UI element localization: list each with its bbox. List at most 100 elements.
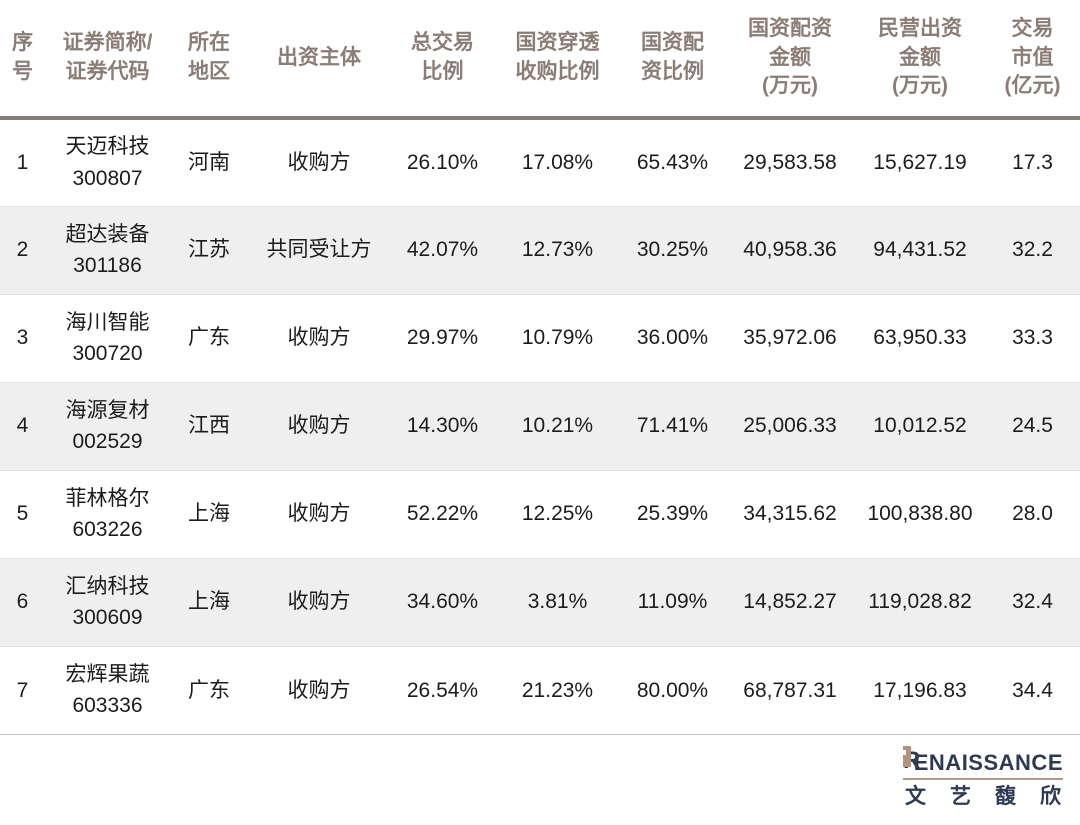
table-row: 6 汇纳科技 300609 上海 收购方 34.60% 3.81% 11.09% 14,852… xyxy=(0,557,1080,646)
cell-allocation-amount: 40,958.36 xyxy=(725,205,855,294)
cell-no: 5 xyxy=(0,469,45,558)
cell-allocation-ratio: 25.39% xyxy=(620,469,725,558)
cell-no: 6 xyxy=(0,557,45,646)
column-header-penetration-ratio: 国资穿透 收购比例 xyxy=(495,0,620,120)
column-header-name-code: 证券简称/ 证券代码 xyxy=(45,0,170,120)
cell-private-amount: 94,431.52 xyxy=(855,205,985,294)
column-header-total-ratio: 总交易 比例 xyxy=(390,0,495,120)
renaissance-r-icon: R xyxy=(903,746,920,773)
cell-private-amount: 15,627.19 xyxy=(873,151,967,174)
cell-no: 7 xyxy=(0,645,45,734)
cell-name-code: 海源复材 002529 xyxy=(45,381,170,470)
cell-allocation-ratio: 30.25% xyxy=(620,205,725,294)
cell-entity: 收购方 xyxy=(248,469,390,558)
cell-market-cap: 32.4 xyxy=(985,557,1080,646)
cell-region: 江苏 xyxy=(170,205,248,294)
cell-entity: 收购方 xyxy=(248,293,390,382)
cell-allocation-amount: 35,972.06 xyxy=(725,293,855,382)
logo-wordmark-text: ENAISSANCE xyxy=(913,750,1063,775)
column-header-allocation-amount: 国资配资 金额 (万元) xyxy=(725,0,855,120)
cell-region: 上海 xyxy=(170,469,248,558)
cell-total-ratio: 14.30% xyxy=(390,381,495,470)
cell-no: 2 xyxy=(0,205,45,294)
cell-no: 1 xyxy=(16,151,29,174)
logo-cn-char: 艺 xyxy=(950,785,971,808)
cell-private-amount: 100,838.80 xyxy=(855,469,985,558)
logo-cn-char: 文 xyxy=(905,785,926,808)
column-header-no: 序 号 xyxy=(0,0,45,120)
cell-allocation-amount: 34,315.62 xyxy=(725,469,855,558)
cell-penetration-ratio: 10.21% xyxy=(495,381,620,470)
cell-penetration-ratio: 17.08% xyxy=(521,151,594,174)
cell-total-ratio: 42.07% xyxy=(390,205,495,294)
table-row: 4 海源复材 002529 江西 收购方 14.30% 10.21% 71.41% 25,00… xyxy=(0,381,1080,470)
cell-region: 广东 xyxy=(170,293,248,382)
cell-entity: 收购方 xyxy=(248,557,390,646)
cell-market-cap: 28.0 xyxy=(985,469,1080,558)
column-header-private-amount: 民营出资 金额 (万元) xyxy=(855,0,985,120)
cell-name-code: 宏辉果蔬 603336 xyxy=(45,645,170,734)
cell-allocation-amount: 25,006.33 xyxy=(725,381,855,470)
footer: R ENAISSANCE 文 艺 馥 欣 xyxy=(0,734,1080,825)
cell-allocation-ratio: 80.00% xyxy=(620,645,725,734)
logo-divider-rule xyxy=(903,778,1063,780)
cell-total-ratio: 29.97% xyxy=(390,293,495,382)
cell-entity: 收购方 xyxy=(248,381,390,470)
cell-market-cap: 34.4 xyxy=(985,645,1080,734)
cell-total-ratio: 26.54% xyxy=(390,645,495,734)
cell-allocation-amount: 29,583.58 xyxy=(743,151,837,174)
column-header-region: 所在 地区 xyxy=(170,0,248,120)
column-header-allocation-ratio: 国资配 资比例 xyxy=(620,0,725,120)
cell-entity: 共同受让方 xyxy=(248,205,390,294)
column-header-entity: 出资主体 xyxy=(248,0,390,120)
cell-market-cap: 17.3 xyxy=(1012,151,1053,174)
cell-no: 3 xyxy=(0,293,45,382)
cell-private-amount: 17,196.83 xyxy=(855,645,985,734)
cell-penetration-ratio: 21.23% xyxy=(495,645,620,734)
logo-notch xyxy=(903,750,906,755)
table-body: 1 天迈科技 300807 河南 收购方 26.10% 17.08% 65.43% 29,58… xyxy=(0,118,1080,734)
cell-total-ratio: 26.10% xyxy=(406,151,479,174)
cell-name-code: 菲林格尔 603226 xyxy=(45,469,170,558)
cell-entity: 收购方 xyxy=(287,151,351,174)
cell-penetration-ratio: 10.79% xyxy=(495,293,620,382)
cell-allocation-ratio: 36.00% xyxy=(620,293,725,382)
cell-market-cap: 32.2 xyxy=(985,205,1080,294)
cell-total-ratio: 34.60% xyxy=(390,557,495,646)
cell-total-ratio: 52.22% xyxy=(390,469,495,558)
table-row: 3 海川智能 300720 广东 收购方 29.97% 10.79% 36.00% 35,97… xyxy=(0,293,1080,382)
column-header-market-cap: 交易 市值 (亿元) xyxy=(985,0,1080,120)
cell-penetration-ratio: 3.81% xyxy=(495,557,620,646)
securities-data-table: 序 号证券简称/ 证券代码 所在 地区 出资主体 总交易 比例 国资穿透 收购比例 国资配… xyxy=(0,0,1080,734)
cell-entity: 收购方 xyxy=(248,645,390,734)
brand-logo: R ENAISSANCE 文 艺 馥 欣 xyxy=(903,746,1063,807)
table-row: 5 菲林格尔 603226 上海 收购方 52.22% 12.25% 25.39% 34,31… xyxy=(0,469,1080,558)
cell-no: 4 xyxy=(0,381,45,470)
logo-cn-char: 欣 xyxy=(1040,785,1061,808)
cell-name-code: 天迈科技 300807 xyxy=(65,135,150,190)
cell-market-cap: 33.3 xyxy=(985,293,1080,382)
cell-region: 河南 xyxy=(188,151,230,174)
table-header-row: 序 号证券简称/ 证券代码 所在 地区 出资主体 总交易 比例 国资穿透 收购比例 国资配… xyxy=(0,0,1080,120)
cell-private-amount: 10,012.52 xyxy=(855,381,985,470)
logo-chinese-name: 文艺馥欣 xyxy=(903,786,1063,807)
logo-stem-block xyxy=(903,746,911,767)
cell-region: 江西 xyxy=(170,381,248,470)
cell-allocation-ratio: 71.41% xyxy=(620,381,725,470)
cell-allocation-amount: 14,852.27 xyxy=(725,557,855,646)
cell-name-code: 汇纳科技 300609 xyxy=(45,557,170,646)
logo-wordmark: R ENAISSANCE xyxy=(903,746,1063,775)
cell-penetration-ratio: 12.73% xyxy=(495,205,620,294)
table-header: 序 号证券简称/ 证券代码 所在 地区 出资主体 总交易 比例 国资穿透 收购比例 国资配… xyxy=(0,0,1080,120)
table-row: 2 超达装备 301186 江苏 共同受让方 42.07% 12.73% 30.25% 40,… xyxy=(0,205,1080,294)
cell-allocation-ratio: 65.43% xyxy=(636,151,709,174)
cell-penetration-ratio: 12.25% xyxy=(495,469,620,558)
cell-name-code: 海川智能 300720 xyxy=(45,293,170,382)
cell-allocation-ratio: 11.09% xyxy=(620,557,725,646)
cell-private-amount: 63,950.33 xyxy=(855,293,985,382)
cell-region: 广东 xyxy=(170,645,248,734)
table-row: 7 宏辉果蔬 603336 广东 收购方 26.54% 21.23% 80.00% 68,78… xyxy=(0,645,1080,734)
cell-private-amount: 119,028.82 xyxy=(855,557,985,646)
table-row: 1 天迈科技 300807 河南 收购方 26.10% 17.08% 65.43% 29,58… xyxy=(0,118,1080,206)
